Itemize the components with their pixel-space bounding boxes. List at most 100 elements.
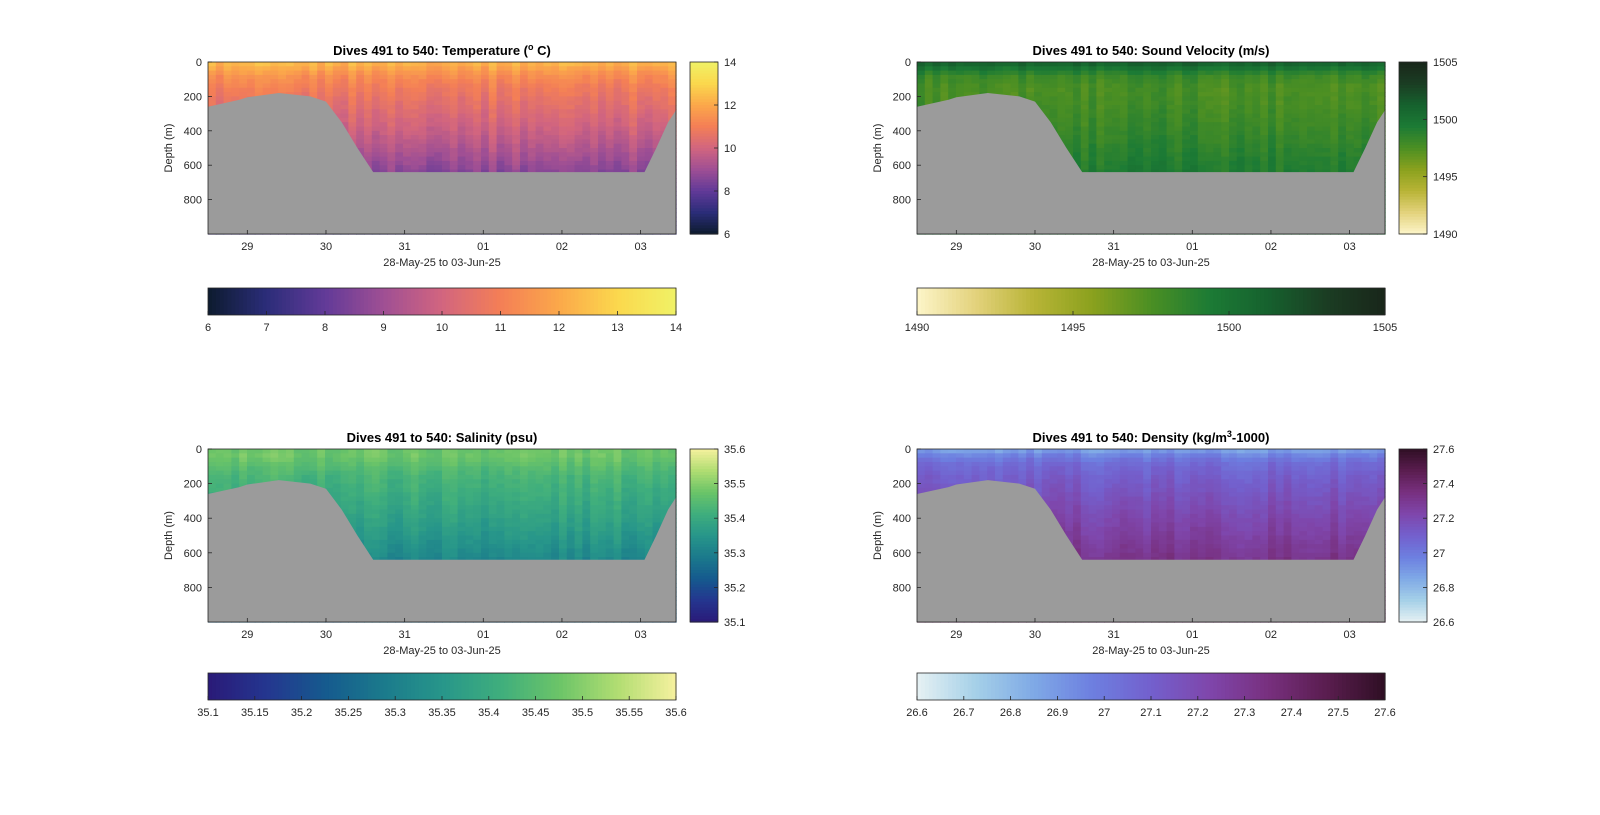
y-tick-label: 600 — [184, 160, 202, 172]
heatmap-cell — [387, 109, 396, 115]
heatmap-cell — [629, 122, 638, 128]
heatmap-cell — [1174, 79, 1183, 85]
heatmap-cell — [1338, 83, 1347, 89]
heatmap-cell — [590, 74, 599, 80]
colorbar-segment — [690, 208, 718, 212]
heatmap-cell — [1057, 109, 1066, 115]
heatmap-cell — [1283, 74, 1292, 80]
heatmap-cell — [340, 66, 349, 72]
heatmap-cell — [1244, 100, 1253, 106]
heatmap-cell — [559, 130, 568, 136]
heatmap-cell — [1291, 105, 1300, 110]
heatmap-cell — [1088, 79, 1097, 85]
heatmap-cell — [449, 70, 459, 76]
heatmap-cell — [340, 122, 349, 128]
heatmap-cell — [637, 135, 646, 140]
heatmap-cell — [247, 62, 256, 67]
heatmap-cell — [1236, 62, 1246, 67]
heatmap-cell — [1369, 113, 1378, 119]
heatmap-cell — [613, 117, 622, 123]
heatmap-cell — [1299, 156, 1308, 162]
heatmap-cell — [1369, 66, 1378, 72]
heatmap-cell — [1190, 79, 1199, 85]
heatmap-cell — [1174, 130, 1183, 136]
heatmap-cell — [465, 70, 474, 76]
colorbar-segment — [223, 288, 229, 315]
heatmap-cell — [325, 66, 334, 72]
heatmap-cell — [1260, 74, 1269, 80]
heatmap-cell — [395, 152, 404, 158]
heatmap-cell — [1353, 83, 1363, 89]
heatmap-cell — [1026, 70, 1035, 76]
heatmap-cell — [1080, 143, 1090, 149]
heatmap-cell — [660, 105, 669, 110]
heatmap-cell — [956, 92, 965, 97]
heatmap-cell — [426, 135, 435, 140]
heatmap-cell — [1158, 74, 1168, 80]
heatmap-cell — [1275, 100, 1285, 106]
heatmap-cell — [637, 156, 646, 162]
heatmap-cell — [1018, 87, 1027, 93]
colorbar-segment — [325, 288, 330, 315]
heatmap-cell — [1065, 109, 1074, 115]
heatmap-cell — [520, 165, 529, 171]
heatmap-cell — [574, 74, 583, 80]
heatmap-cell — [652, 96, 661, 102]
heatmap-cell — [637, 105, 646, 110]
heatmap-cell — [1213, 92, 1222, 97]
colorbar-segment — [640, 288, 646, 315]
heatmap-cell — [1268, 126, 1277, 132]
heatmap-cell — [590, 96, 599, 102]
colorbar-segment — [690, 105, 718, 109]
heatmap-cell — [1307, 117, 1316, 123]
heatmap-cell — [1190, 148, 1199, 153]
heatmap-cell — [1088, 105, 1097, 110]
heatmap-cell — [1260, 139, 1269, 145]
heatmap-cell — [1041, 79, 1051, 85]
heatmap-cell — [1338, 100, 1347, 106]
colorbar-segment — [406, 288, 412, 315]
heatmap-cell — [1221, 152, 1230, 158]
heatmap-cell — [309, 87, 318, 93]
heatmap-cell — [1291, 66, 1300, 72]
heatmap-cell — [332, 83, 342, 89]
heatmap-cell — [566, 100, 576, 106]
heatmap-cell — [1174, 148, 1183, 153]
heatmap-cell — [590, 152, 599, 158]
heatmap-cell — [566, 83, 576, 89]
heatmap-cell — [1205, 117, 1214, 123]
heatmap-cell — [1330, 122, 1339, 128]
heatmap-cell — [1330, 165, 1339, 171]
heatmap-cell — [527, 148, 537, 153]
heatmap-cell — [371, 83, 381, 89]
heatmap-cell — [1073, 70, 1082, 76]
heatmap-cell — [1338, 62, 1347, 67]
colorbar-segment — [690, 231, 718, 235]
heatmap-cell — [1166, 165, 1175, 171]
heatmap-cell — [410, 74, 420, 80]
heatmap-cell — [356, 126, 365, 132]
heatmap-cell — [1073, 126, 1082, 132]
heatmap-cell — [457, 169, 466, 175]
heatmap-cell — [1314, 83, 1324, 89]
heatmap-cell — [1353, 156, 1363, 162]
heatmap-cell — [215, 100, 225, 106]
heatmap-cell — [348, 135, 357, 140]
heatmap-cell — [1174, 62, 1183, 67]
heatmap-cell — [1190, 139, 1199, 145]
heatmap-cell — [1353, 62, 1363, 67]
heatmap-cell — [582, 92, 591, 97]
heatmap-cell — [496, 92, 505, 97]
heatmap-cell — [1307, 122, 1316, 128]
heatmap-cell — [948, 92, 957, 97]
heatmap-cell — [1260, 100, 1269, 106]
heatmap-cell — [1291, 165, 1300, 171]
heatmap-cell — [932, 66, 941, 72]
heatmap-cell — [442, 160, 451, 166]
heatmap-cell — [1307, 62, 1316, 67]
heatmap-cell — [403, 148, 412, 153]
heatmap-cell — [1221, 126, 1230, 132]
heatmap-cell — [1275, 122, 1285, 128]
heatmap-cell — [598, 100, 607, 106]
heatmap-cell — [364, 122, 373, 128]
